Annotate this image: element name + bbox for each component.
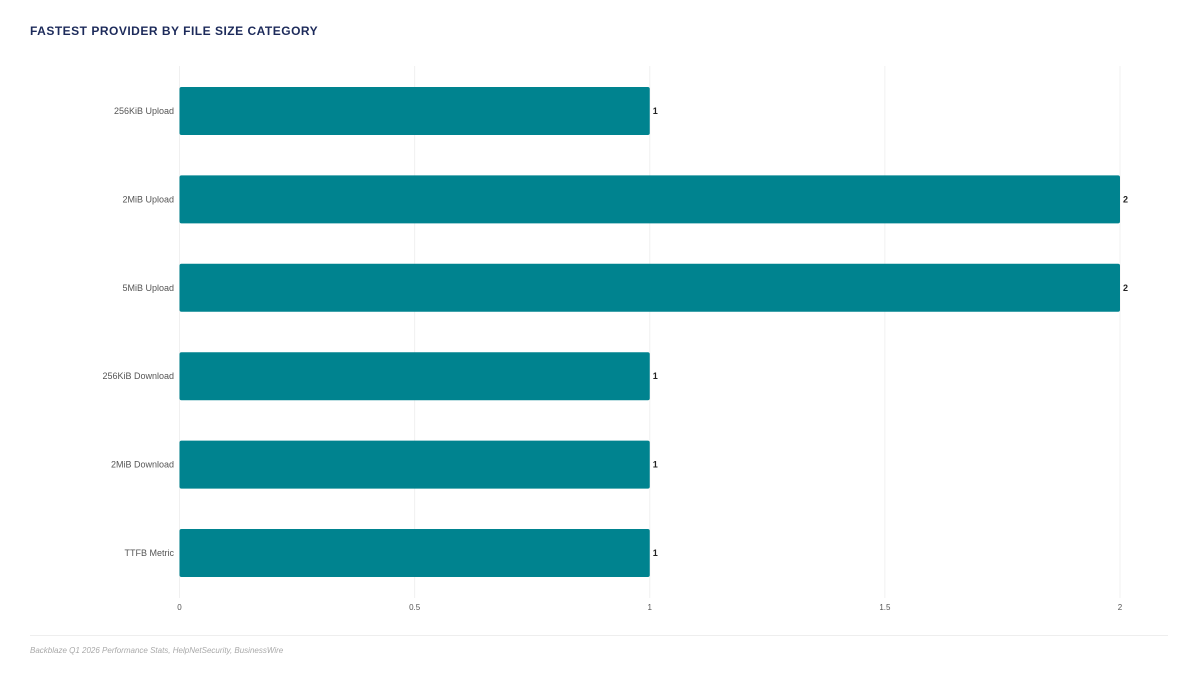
data-label: 1 — [653, 548, 658, 558]
bar — [179, 529, 650, 577]
data-label: 2 — [1123, 194, 1128, 204]
data-label: 2 — [1123, 283, 1128, 293]
category-label: 2MiB Download — [111, 460, 174, 470]
data-label: 1 — [653, 371, 658, 381]
x-tick-label: 1.5 — [879, 603, 891, 612]
x-tick-label: 2 — [1118, 603, 1123, 612]
data-label: 1 — [653, 460, 658, 470]
footer-divider — [30, 635, 1168, 636]
bar — [179, 87, 650, 135]
category-label: 256KiB Download — [102, 371, 174, 381]
x-tick-label: 0 — [177, 603, 182, 612]
bar — [179, 263, 1120, 312]
chart-title: FASTEST PROVIDER BY FILE SIZE CATEGORY — [30, 24, 319, 38]
bar — [179, 352, 650, 401]
category-label: 256KiB Upload — [114, 106, 174, 116]
data-label: 1 — [653, 106, 658, 116]
source-note: Backblaze Q1 2026 Performance Stats, Hel… — [30, 646, 284, 655]
bar — [179, 175, 1120, 224]
category-label: TTFB Metric — [125, 548, 175, 558]
x-tick-label: 1 — [648, 603, 653, 612]
category-label: 5MiB Upload — [122, 283, 174, 293]
bar — [179, 440, 650, 489]
x-tick-label: 0.5 — [409, 603, 421, 612]
category-label: 2MiB Upload — [122, 194, 174, 204]
